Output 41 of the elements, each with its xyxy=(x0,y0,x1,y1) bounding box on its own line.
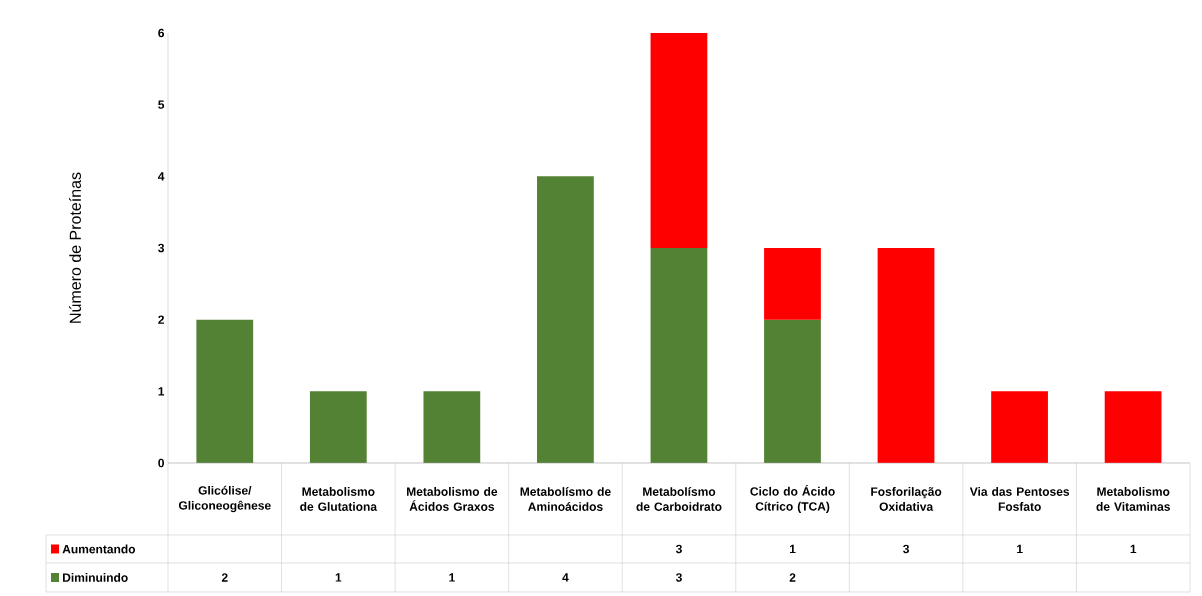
bar xyxy=(650,247,708,463)
bar xyxy=(991,391,1048,463)
data-label: 1 xyxy=(335,573,342,582)
legend-label: Aumentando xyxy=(62,544,136,554)
bar xyxy=(650,32,708,248)
y-tick-label: 4 xyxy=(157,172,165,181)
y-tick-label: 2 xyxy=(158,315,164,324)
bar xyxy=(877,247,935,463)
data-label: 1 xyxy=(1017,544,1023,554)
data-label: 1 xyxy=(789,544,796,554)
bar xyxy=(196,319,254,463)
x-tick-label: Metabolísmo de Aminoácidos xyxy=(520,487,611,511)
data-label: 2 xyxy=(789,573,796,582)
data-label: 1 xyxy=(449,573,455,582)
data-label: 4 xyxy=(562,573,569,582)
bar xyxy=(1104,391,1162,463)
y-tick-label: 6 xyxy=(158,28,165,38)
x-tick-label: Via das Pentoses Fosfato xyxy=(969,487,1070,511)
y-tick-label: 5 xyxy=(158,100,165,109)
bar xyxy=(764,247,821,320)
x-tick-label: Metabolismo de Vitaminas xyxy=(1096,487,1170,511)
data-label: 1 xyxy=(1130,544,1137,554)
data-label: 2 xyxy=(221,573,228,582)
x-tick-label: Metabolísmo de Carboidrato xyxy=(636,487,722,511)
bar xyxy=(537,176,594,463)
y-tick-label: 3 xyxy=(158,243,165,253)
x-tick-label: Fosforilação Oxidativa xyxy=(871,487,942,511)
x-tick-label: Metabolismo de Glutationa xyxy=(300,487,378,511)
bar xyxy=(423,391,481,463)
data-label: 3 xyxy=(675,573,682,582)
y-axis-title: Número de Proteínas xyxy=(69,172,81,323)
bar xyxy=(764,319,821,463)
bar xyxy=(309,391,367,463)
data-label: 3 xyxy=(903,544,910,554)
y-tick-label: 1 xyxy=(158,387,165,396)
y-tick-label: 0 xyxy=(158,458,164,468)
data-label: 3 xyxy=(675,544,682,554)
x-tick-label: Metabolismo de Ácidos Graxos xyxy=(407,487,498,511)
x-tick-label: Glicólise/Gliconeogênese xyxy=(178,485,271,513)
legend-label: Diminuindo xyxy=(63,573,128,582)
x-tick-label: Ciclo do Ácido Cítrico (TCA) xyxy=(750,484,835,514)
